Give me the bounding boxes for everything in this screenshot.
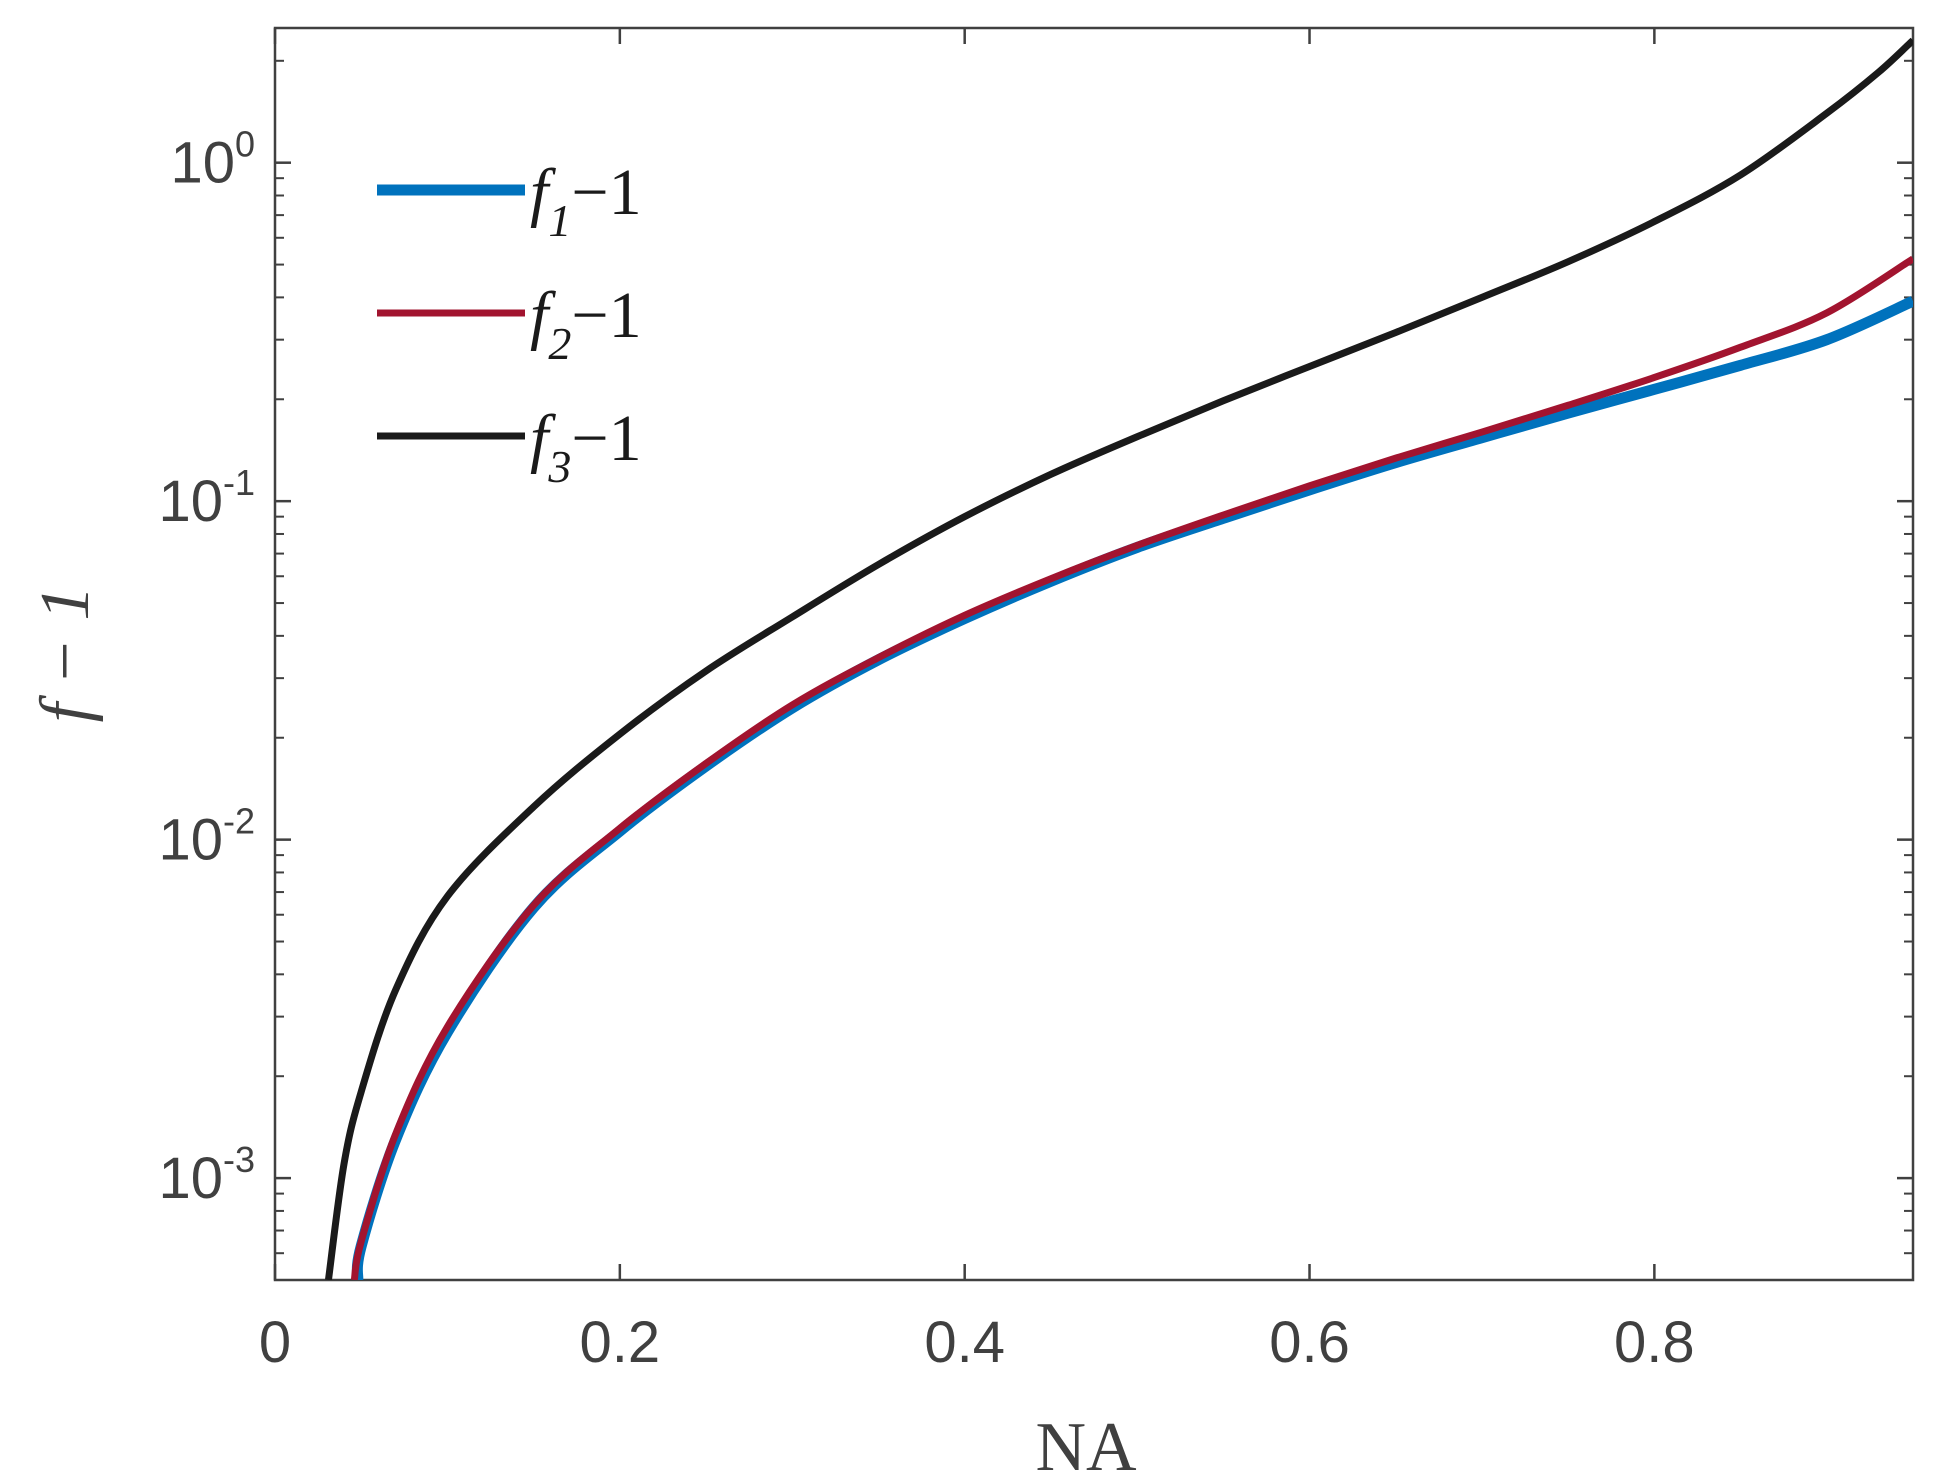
series-group bbox=[324, 37, 1913, 1280]
legend-label-3: f3−1 bbox=[530, 402, 642, 492]
series-line-3 bbox=[324, 37, 1913, 1280]
plot-area: f1−1f2−1f3−1 bbox=[273, 26, 1915, 1282]
x-tick-label-3: 0.6 bbox=[1269, 1310, 1350, 1375]
x-tick-label-2: 0.4 bbox=[924, 1310, 1005, 1375]
y-tick-label-3: 100 bbox=[170, 124, 255, 196]
series-line-2 bbox=[350, 255, 1913, 1280]
y-tick-label-2: 10-1 bbox=[158, 462, 255, 534]
legend-label-2: f2−1 bbox=[530, 279, 642, 369]
y-axis-title: f − 1 bbox=[27, 586, 104, 723]
y-tick-label-0: 10-3 bbox=[158, 1139, 255, 1211]
tick-labels: 0 0.2 0.4 0.6 0.8 10-3 10-2 10-1 100 bbox=[158, 124, 1694, 1375]
x-tick-label-0: 0 bbox=[259, 1310, 291, 1375]
axes-box bbox=[273, 26, 1915, 1282]
x-axis-title: NA bbox=[1035, 1409, 1137, 1484]
y-tick-label-1: 10-2 bbox=[158, 801, 255, 873]
legend: f1−1f2−1f3−1 bbox=[377, 156, 642, 492]
axis-ticks bbox=[273, 28, 1913, 1281]
x-tick-label-4: 0.8 bbox=[1614, 1310, 1695, 1375]
x-tick-label-1: 0.2 bbox=[580, 1310, 661, 1375]
